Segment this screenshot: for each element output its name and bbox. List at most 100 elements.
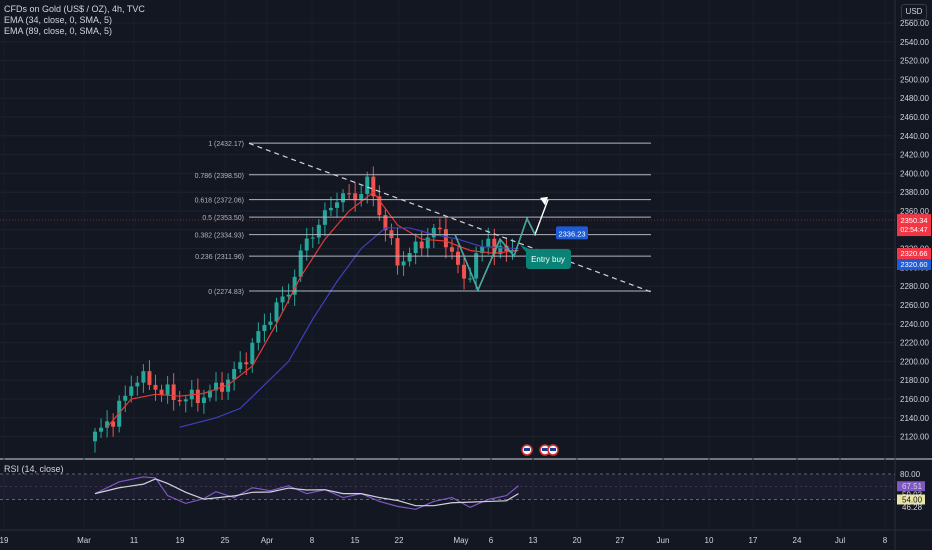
candle-body: [129, 386, 134, 396]
fib-level-label: 0.618 (2372.06): [195, 198, 244, 205]
rsi-tick-label: 80.00: [900, 470, 921, 479]
candle-body: [456, 251, 460, 265]
rsi-legend[interactable]: RSI (14, close): [4, 464, 64, 474]
time-tick-label: Apr: [261, 536, 274, 545]
time-tick-label: 22: [395, 536, 404, 545]
price-tick-label: 2460.00: [900, 113, 929, 122]
entry-buy-pointer: [520, 245, 532, 252]
candle-body: [383, 215, 388, 231]
time-tick-label: 27: [616, 536, 625, 545]
candle-body: [280, 296, 285, 303]
fib-level-label: 0.382 (2334.93): [195, 233, 244, 240]
rsi-value-label: 54.00: [902, 496, 923, 505]
candle-body: [226, 379, 231, 392]
candle-body: [298, 250, 303, 277]
chart-legend: CFDs on Gold (US$ / OZ), 4h, TVC EMA (34…: [4, 4, 145, 37]
ema89-legend[interactable]: EMA (89, close, 0, SMA, 5): [4, 26, 113, 36]
fib-level-label: 0.5 (2353.50): [202, 215, 244, 222]
rsi-value-box: [897, 494, 925, 505]
fib-level-label: 1 (2432.17): [208, 141, 244, 148]
ema89-line: [179, 227, 519, 428]
price-tick-label: 2440.00: [900, 132, 929, 141]
candle-body: [111, 421, 116, 427]
event-flag-stripe: [550, 448, 556, 451]
price-tick-label: 2560.00: [900, 19, 929, 28]
candle-body: [443, 229, 448, 248]
candle-body: [99, 427, 104, 432]
fib-level-label: 0.786 (2398.50): [195, 173, 244, 180]
time-tick-label: 11: [130, 536, 139, 545]
candle-body: [177, 400, 182, 402]
price-tick-label: 2160.00: [900, 395, 929, 404]
candle-body: [510, 249, 515, 252]
candle-body: [165, 384, 170, 395]
price-tick-label: 2540.00: [900, 38, 929, 47]
price-tick-label: 2200.00: [900, 357, 929, 366]
candle-body: [498, 245, 503, 255]
candle-body: [244, 362, 249, 365]
candle-body: [353, 193, 358, 201]
last-price-box: [897, 214, 931, 237]
candle-body: [492, 238, 497, 255]
candle-body: [316, 224, 321, 238]
price-tick-label: 2120.00: [900, 433, 929, 442]
candle-body: [462, 264, 467, 279]
candle-body: [419, 241, 424, 249]
time-tick-label: 19: [0, 536, 9, 545]
price-tick-label: 2400.00: [900, 169, 929, 178]
time-tick-label: 20: [573, 536, 582, 545]
candle-body: [407, 253, 412, 262]
price-tick-label: 2360.00: [900, 207, 929, 216]
candle-body: [201, 397, 206, 404]
price-tick-label: 2480.00: [900, 94, 929, 103]
candle-body: [401, 261, 406, 266]
rsi-value-label: 46.28: [902, 503, 923, 512]
rsi-value-box: [897, 481, 925, 492]
candle-body: [474, 253, 479, 279]
candle-body: [437, 227, 442, 230]
ema34-line: [106, 191, 519, 428]
candle-body: [286, 294, 291, 297]
candle-body: [105, 421, 110, 428]
candle-body: [238, 362, 243, 369]
candle-body: [335, 202, 339, 208]
currency-button[interactable]: USD: [901, 4, 927, 20]
price-tick-label: 2140.00: [900, 414, 929, 423]
candle-body: [310, 237, 315, 239]
ema34-price-box: [897, 248, 931, 259]
time-tick-label: May: [453, 536, 468, 545]
fib-level-label: 0 (2274.83): [208, 289, 244, 296]
time-tick-label: 19: [176, 536, 185, 545]
time-tick-label: Mar: [77, 536, 91, 545]
entry-buy-box: [526, 249, 571, 269]
candle-body: [250, 342, 255, 365]
rsi-smoothed-line: [94, 478, 519, 507]
fib-level-label: 0.236 (2311.96): [195, 254, 244, 261]
symbol-title[interactable]: CFDs on Gold (US$ / OZ), 4h, TVC: [4, 4, 145, 14]
price-tick-label: 2500.00: [900, 75, 929, 84]
candle-body: [214, 382, 218, 391]
candle-body: [341, 193, 346, 203]
candle-body: [153, 384, 158, 390]
candle-body: [480, 246, 485, 254]
event-flag-stripe: [524, 448, 530, 451]
time-tick-label: 13: [529, 536, 538, 545]
time-tick-label: 15: [351, 536, 360, 545]
ema34-legend[interactable]: EMA (34, close, 0, SMA, 5): [4, 15, 113, 25]
price-tick-label: 2380.00: [900, 188, 929, 197]
candle-body: [123, 395, 128, 401]
candle-body: [256, 331, 261, 343]
candle-body: [232, 368, 237, 380]
candle-body: [183, 399, 188, 402]
candle-body: [377, 196, 382, 216]
time-tick-label: Jun: [657, 536, 670, 545]
target-price-box: [556, 226, 588, 240]
price-tick-label: 2280.00: [900, 282, 929, 291]
candle-body: [431, 227, 436, 238]
price-tick-label: 2260.00: [900, 301, 929, 310]
candle-body: [365, 176, 370, 194]
price-tick-label: 2420.00: [900, 151, 929, 160]
candle-body: [292, 276, 297, 295]
ema34-price-label: 2320.66: [900, 249, 927, 258]
